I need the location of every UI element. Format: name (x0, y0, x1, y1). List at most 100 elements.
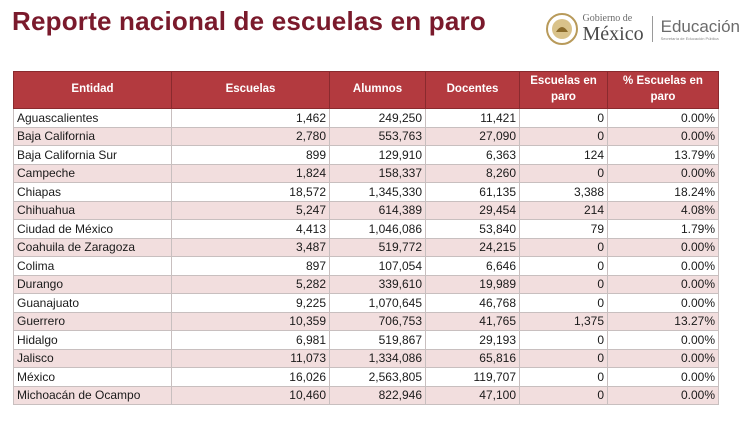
cell-docentes: 19,989 (425, 274, 520, 294)
cell-docentes: 41,765 (425, 311, 520, 331)
table-row: Baja California Sur 899 129,910 6,363 124 13.… (13, 145, 719, 165)
cell-alumnos: 339,610 (329, 274, 426, 294)
cell-entidad: Campeche (13, 163, 172, 183)
cell-alumnos: 706,753 (329, 311, 426, 331)
cell-entidad: Ciudad de México (13, 219, 172, 239)
cell-alumnos: 107,054 (329, 256, 426, 276)
cell-escuelas-en-paro: 0 (519, 126, 608, 146)
cell-docentes: 53,840 (425, 219, 520, 239)
table-row: Ciudad de México 4,413 1,046,086 53,840 79 1.… (13, 219, 719, 239)
cell-alumnos: 2,563,805 (329, 367, 426, 387)
cell-escuelas: 897 (171, 256, 330, 276)
cell-alumnos: 519,772 (329, 237, 426, 257)
header-alumnos: Alumnos (329, 71, 426, 109)
cell-entidad: México (13, 367, 172, 387)
cell-escuelas-en-paro: 0 (519, 163, 608, 183)
cell-escuelas-en-paro: 0 (519, 237, 608, 257)
cell-porcentaje-paro: 18.24% (607, 182, 719, 202)
cell-escuelas-en-paro: 0 (519, 385, 608, 405)
logo-divider (651, 16, 653, 42)
cell-escuelas: 4,413 (171, 219, 330, 239)
table-row: Jalisco 11,073 1,334,086 65,816 0 0.00% (13, 348, 719, 368)
table-header-row: Entidad Escuelas Alumnos Docentes Escuel… (13, 71, 719, 109)
cell-alumnos: 1,334,086 (329, 348, 426, 368)
cell-entidad: Chiapas (13, 182, 172, 202)
cell-escuelas: 5,247 (171, 200, 330, 220)
cell-alumnos: 519,867 (329, 330, 426, 350)
cell-entidad: Baja California Sur (13, 145, 172, 165)
cell-porcentaje-paro: 13.27% (607, 311, 719, 331)
table-row: Baja California 2,780 553,763 27,090 0 0.00% (13, 126, 719, 146)
sep-text: Secretaría de Educación Pública (660, 35, 719, 41)
table-row: Colima 897 107,054 6,646 0 0.00% (13, 256, 719, 276)
government-logo: Gobierno de México Educación Secretaría … (545, 12, 740, 46)
table-row: Aguascalientes 1,462 249,250 11,421 0 0.00% (13, 108, 719, 128)
table-row: Hidalgo 6,981 519,867 29,193 0 0.00% (13, 330, 719, 350)
gobierno-small-text: Gobierno de (582, 13, 633, 24)
cell-alumnos: 1,070,645 (329, 293, 426, 313)
cell-docentes: 24,215 (425, 237, 520, 257)
cell-escuelas: 11,073 (171, 348, 330, 368)
cell-docentes: 65,816 (425, 348, 520, 368)
cell-escuelas: 16,026 (171, 367, 330, 387)
cell-escuelas: 6,981 (171, 330, 330, 350)
cell-docentes: 119,707 (425, 367, 520, 387)
cell-escuelas: 18,572 (171, 182, 330, 202)
cell-porcentaje-paro: 0.00% (607, 385, 719, 405)
cell-escuelas-en-paro: 0 (519, 348, 608, 368)
cell-docentes: 6,646 (425, 256, 520, 276)
cell-escuelas-en-paro: 0 (519, 274, 608, 294)
cell-porcentaje-paro: 0.00% (607, 293, 719, 313)
educacion-text: Educación (660, 16, 740, 36)
cell-porcentaje-paro: 4.08% (607, 200, 719, 220)
header-escuelas: Escuelas (171, 71, 330, 109)
cell-entidad: Aguascalientes (13, 108, 172, 128)
cell-escuelas: 5,282 (171, 274, 330, 294)
cell-docentes: 8,260 (425, 163, 520, 183)
table-row: Durango 5,282 339,610 19,989 0 0.00% (13, 274, 719, 294)
cell-escuelas-en-paro: 79 (519, 219, 608, 239)
cell-docentes: 46,768 (425, 293, 520, 313)
cell-escuelas: 1,824 (171, 163, 330, 183)
cell-docentes: 61,135 (425, 182, 520, 202)
gobierno-big-text: México (582, 23, 644, 45)
cell-escuelas: 899 (171, 145, 330, 165)
table-row: Campeche 1,824 158,337 8,260 0 0.00% (13, 163, 719, 183)
header-porcentaje-paro: % Escuelas en paro (607, 71, 719, 109)
cell-entidad: Guanajuato (13, 293, 172, 313)
cell-alumnos: 614,389 (329, 200, 426, 220)
table-row: Michoacán de Ocampo 10,460 822,946 47,100 0 0… (13, 385, 719, 405)
cell-porcentaje-paro: 13.79% (607, 145, 719, 165)
header-entidad: Entidad (13, 71, 172, 109)
table-row: México 16,026 2,563,805 119,707 0 0.00% (13, 367, 719, 387)
cell-alumnos: 553,763 (329, 126, 426, 146)
cell-entidad: Michoacán de Ocampo (13, 385, 172, 405)
cell-docentes: 29,193 (425, 330, 520, 350)
table-row: Chiapas 18,572 1,345,330 61,135 3,388 18.24% (13, 182, 719, 202)
cell-escuelas-en-paro: 0 (519, 330, 608, 350)
cell-escuelas: 1,462 (171, 108, 330, 128)
cell-escuelas-en-paro: 1,375 (519, 311, 608, 331)
cell-alumnos: 822,946 (329, 385, 426, 405)
cell-porcentaje-paro: 0.00% (607, 367, 719, 387)
table-row: Guanajuato 9,225 1,070,645 46,768 0 0.00% (13, 293, 719, 313)
cell-escuelas: 9,225 (171, 293, 330, 313)
cell-docentes: 27,090 (425, 126, 520, 146)
cell-entidad: Chihuahua (13, 200, 172, 220)
cell-escuelas-en-paro: 0 (519, 367, 608, 387)
cell-escuelas-en-paro: 0 (519, 108, 608, 128)
cell-porcentaje-paro: 0.00% (607, 108, 719, 128)
page-title: Reporte nacional de escuelas en paro (12, 6, 486, 36)
cell-entidad: Colima (13, 256, 172, 276)
cell-escuelas-en-paro: 0 (519, 293, 608, 313)
cell-porcentaje-paro: 0.00% (607, 256, 719, 276)
cell-docentes: 6,363 (425, 145, 520, 165)
cell-porcentaje-paro: 0.00% (607, 237, 719, 257)
cell-alumnos: 1,046,086 (329, 219, 426, 239)
cell-docentes: 47,100 (425, 385, 520, 405)
cell-alumnos: 249,250 (329, 108, 426, 128)
cell-alumnos: 158,337 (329, 163, 426, 183)
cell-escuelas: 10,359 (171, 311, 330, 331)
cell-escuelas-en-paro: 214 (519, 200, 608, 220)
cell-alumnos: 1,345,330 (329, 182, 426, 202)
